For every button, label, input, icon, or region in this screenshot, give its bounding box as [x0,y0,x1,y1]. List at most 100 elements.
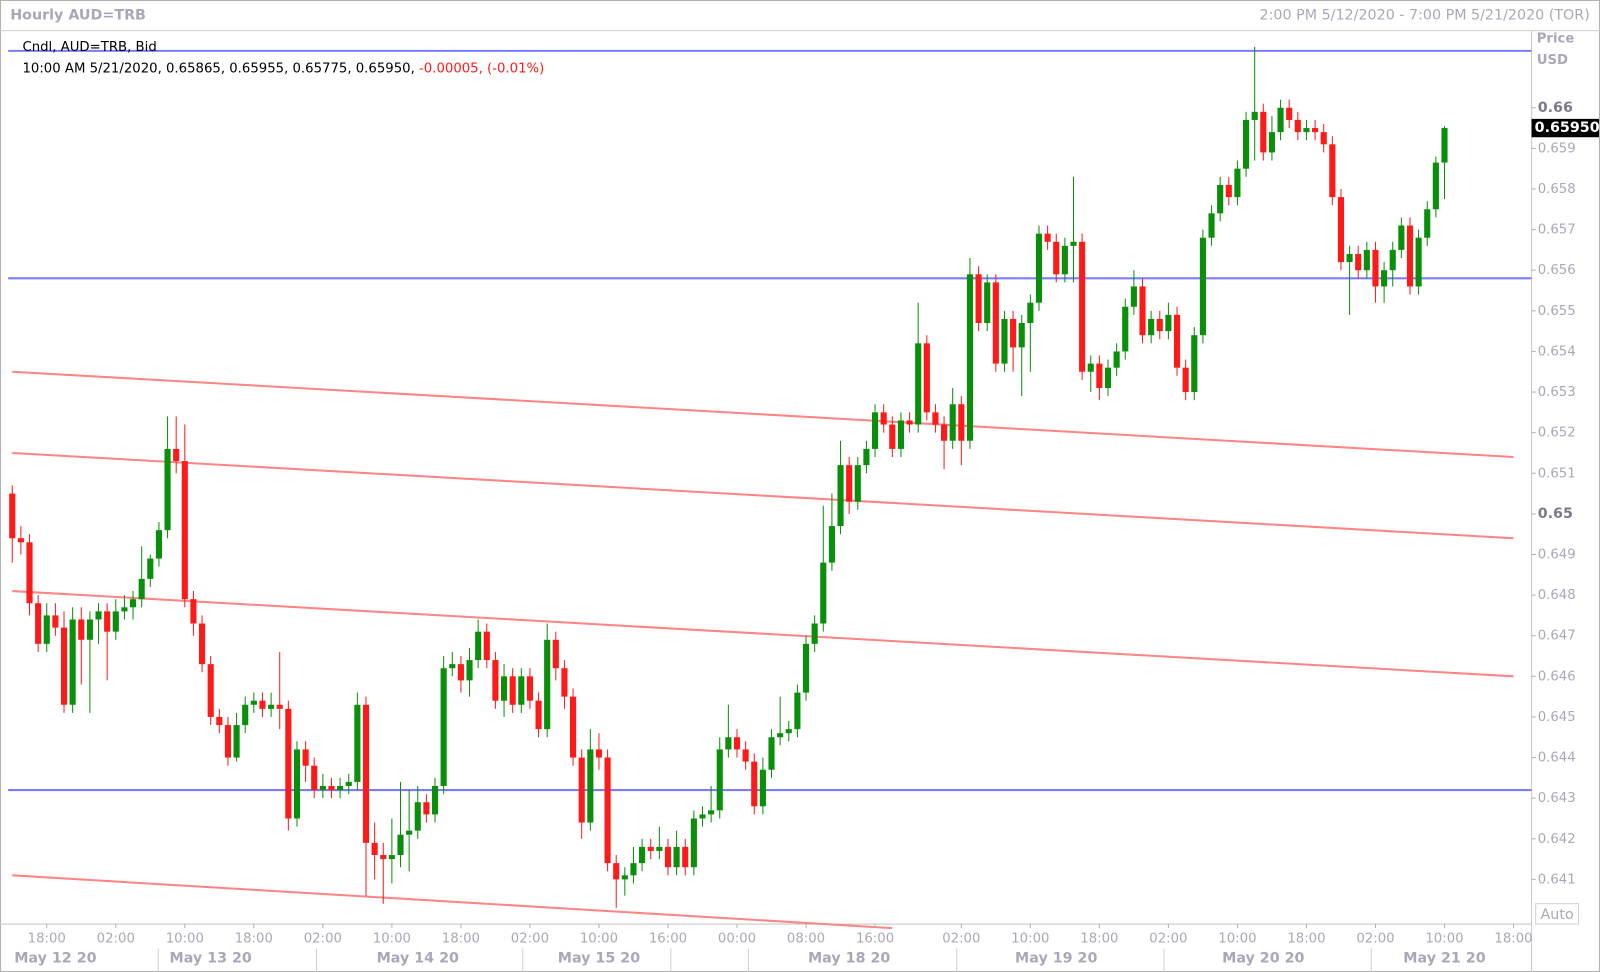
axis-unit: USD [1537,53,1568,68]
candle-body [311,765,318,791]
candle-body [1130,286,1137,307]
y-tick-label: 0.652 [1538,426,1576,441]
candle-body [544,639,551,730]
candle-body [224,725,232,758]
day-label: May 12 20 [14,951,96,967]
ohlc-change: -0.00005, (-0.01%) [419,61,544,76]
candle-body [595,749,603,758]
trend-line [12,874,893,930]
candle-body [768,737,775,770]
candle-body [35,603,42,644]
x-tick-label: 02:00 [942,931,980,946]
last-price-tag [1531,118,1599,138]
y-tick-label: 0.641 [1538,872,1576,887]
candle-body [820,562,827,624]
candle-body [699,814,706,819]
auto-button[interactable] [1535,903,1580,925]
candle-body [828,526,835,563]
candle-body [78,619,85,640]
x-tick-label: 18:00 [442,931,480,946]
candle-body [552,639,559,669]
trend-line [12,590,1514,678]
y-tick-label: 0.657 [1538,223,1576,238]
candle-body [1260,111,1267,153]
ohlc-values: 10:00 AM 5/21/2020, 0.65865, 0.65955, 0.… [22,61,414,76]
candle-body [639,846,646,864]
candle-body [1113,351,1120,368]
candle-body [1148,318,1155,336]
candle-body [846,465,853,502]
candle-body [1415,237,1422,287]
candle-body [337,785,344,791]
day-label: May 15 20 [558,951,640,967]
candle-body [716,749,723,811]
candle-body [958,404,965,441]
candle-body [121,607,128,612]
candle-body [362,704,370,843]
candle-body [250,700,257,705]
candle-body [1372,249,1379,287]
date-range: 2:00 PM 5/12/2020 - 7:00 PM 5/21/2020 (T… [1260,7,1590,23]
candle-body [1001,318,1008,364]
candle-body [1122,306,1129,352]
x-tick-label: 10:00 [373,931,411,946]
x-tick-label: 10:00 [1011,931,1049,946]
x-tick-label: 10:00 [580,931,618,946]
candle-body [941,424,948,441]
x-tick-label: 18:00 [1080,931,1118,946]
candle-body [1070,241,1077,246]
candle-body [802,643,810,693]
candle-body [155,530,162,559]
candle-body [1061,245,1068,275]
candle-body [1329,144,1336,198]
y-tick-label: 0.642 [1538,832,1576,847]
candle-body [1441,128,1448,163]
y-tick-label: 0.658 [1538,182,1576,197]
candle-body [1320,132,1327,145]
candle-body [319,785,326,791]
candle-body [604,757,611,864]
plot-area [8,46,1532,930]
candle-body [751,761,758,807]
candle-body [9,493,16,539]
x-tick-label: 16:00 [856,931,894,946]
candle-body [466,660,473,681]
x-tick-label: 00:00 [718,931,756,946]
y-tick-label: 0.649 [1538,547,1576,562]
candle-body [1053,241,1060,275]
auto-label[interactable]: Auto [1541,907,1574,923]
candle-body [129,599,137,608]
candle-body [949,404,956,441]
candle-body [871,412,879,449]
candle-body [1225,184,1232,198]
candle-body [863,448,870,466]
y-tick-label: 0.659 [1538,141,1576,156]
candle-body [414,802,421,831]
candle-body [1389,249,1396,271]
candle-body [104,611,111,632]
candle-body [449,664,456,669]
axis-title: Price [1537,32,1575,47]
candle-body [69,619,76,705]
y-tick-label: 0.656 [1538,263,1576,278]
x-tick-label: 18:00 [235,931,273,946]
candle-body [1406,225,1414,287]
candle-body [1165,314,1172,332]
y-tick-label: 0.644 [1538,751,1576,766]
candle-body [915,343,922,425]
y-tick-label: 0.655 [1538,304,1576,319]
candle-body [690,818,697,868]
x-tick-label: 10:00 [1425,931,1463,946]
candle-body [1242,119,1250,169]
candle-body [1217,184,1224,214]
candle-body [1087,363,1094,372]
candle-body [889,424,896,449]
candle-body [621,875,628,880]
candle-body [897,420,904,449]
candle-body [785,729,792,734]
x-tick-label: 02:00 [97,931,135,946]
candle-body [578,757,585,823]
candle-body [1294,119,1301,133]
x-tick-label: 18:00 [1287,931,1325,946]
y-tick-label: 0.653 [1538,385,1576,400]
